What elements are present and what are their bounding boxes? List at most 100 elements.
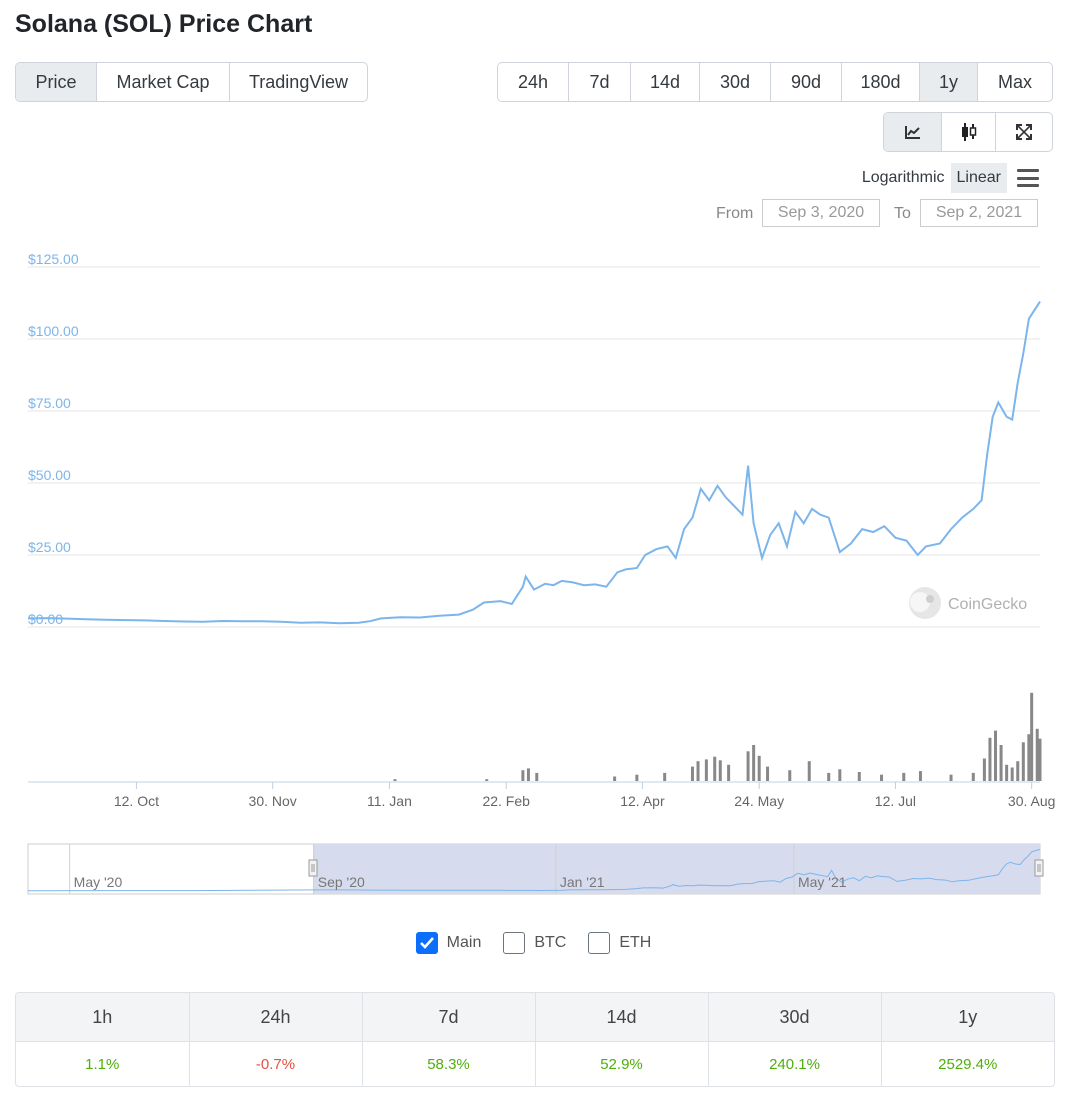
tab-price[interactable]: Price bbox=[16, 63, 97, 101]
x-tick-label: 22. Feb bbox=[482, 793, 530, 809]
change-30d: 240.1% bbox=[708, 1041, 882, 1086]
compare-toggles: Main BTC ETH bbox=[0, 932, 1067, 954]
line-chart-icon bbox=[904, 126, 920, 139]
volume-bar bbox=[766, 766, 770, 781]
price-change-table: 1h 24h 7d 14d 30d 1y 1.1% -0.7% 58.3% 52… bbox=[15, 992, 1055, 1087]
navigator-label: Jan '21 bbox=[560, 874, 605, 890]
volume-bar bbox=[982, 758, 986, 781]
view-tabs: Price Market Cap TradingView bbox=[15, 62, 368, 102]
scale-selector: Logarithmic Linear bbox=[856, 163, 1039, 193]
checkmark-icon bbox=[419, 937, 434, 949]
volume-bar bbox=[526, 768, 530, 781]
chart-type-tools bbox=[883, 112, 1053, 152]
volume-bar bbox=[727, 764, 731, 781]
volume-bar bbox=[746, 751, 750, 781]
y-tick-label: $25.00 bbox=[28, 539, 71, 555]
volume-bar bbox=[999, 745, 1003, 781]
to-date-input[interactable]: Sep 2, 2021 bbox=[920, 199, 1038, 227]
compare-eth[interactable]: ETH bbox=[588, 932, 651, 954]
volume-bars bbox=[393, 692, 1042, 781]
btc-checkbox[interactable] bbox=[503, 932, 526, 954]
volume-bar bbox=[838, 769, 842, 781]
y-tick-label: $100.00 bbox=[28, 323, 79, 339]
navigator-selection bbox=[313, 844, 1040, 894]
volume-bar bbox=[902, 772, 906, 781]
header-14d: 14d bbox=[535, 993, 709, 1042]
header-30d: 30d bbox=[708, 993, 882, 1042]
candlestick-button[interactable] bbox=[942, 113, 996, 151]
volume-bar bbox=[1005, 764, 1009, 781]
volume-bar bbox=[788, 770, 792, 781]
range-1y-button[interactable]: 1y bbox=[920, 63, 978, 101]
from-label: From bbox=[716, 205, 754, 222]
volume-bar bbox=[521, 770, 525, 781]
volume-bar bbox=[757, 755, 761, 781]
y-tick-label: $125.00 bbox=[28, 251, 79, 267]
candlestick-icon bbox=[961, 123, 976, 141]
volume-bar bbox=[663, 772, 667, 781]
range-24h-button[interactable]: 24h bbox=[498, 63, 569, 101]
volume-bar bbox=[1030, 692, 1034, 781]
y-tick-label: $75.00 bbox=[28, 395, 71, 411]
main-label: Main bbox=[446, 934, 482, 951]
line-chart-button[interactable] bbox=[884, 113, 942, 151]
navigator[interactable]: May '20 Sep '20 Jan '21 May '21 bbox=[27, 843, 1044, 895]
volume-bar bbox=[807, 761, 811, 781]
volume-bar bbox=[696, 761, 700, 781]
change-1y: 2529.4% bbox=[938, 1055, 998, 1073]
btc-label: BTC bbox=[534, 934, 567, 951]
y-tick-label: $50.00 bbox=[28, 467, 71, 483]
price-line bbox=[27, 301, 1041, 625]
navigator-label: May '21 bbox=[798, 874, 847, 890]
eth-checkbox[interactable] bbox=[588, 932, 611, 954]
range-7d-button[interactable]: 7d bbox=[569, 63, 631, 101]
compare-main[interactable]: Main bbox=[415, 932, 482, 954]
change-14d: 52.9% bbox=[535, 1041, 709, 1086]
volume-bar bbox=[880, 774, 884, 781]
hamburger-menu-icon[interactable] bbox=[1017, 169, 1039, 187]
navigator-left-handle[interactable] bbox=[308, 859, 318, 877]
time-range-tabs: 24h 7d 14d 30d 90d 180d 1y Max bbox=[497, 62, 1053, 102]
coingecko-watermark: CoinGecko bbox=[909, 587, 1027, 619]
fullscreen-icon bbox=[1016, 124, 1032, 140]
linear-option[interactable]: Linear bbox=[950, 163, 1007, 193]
volume-bar bbox=[1035, 728, 1039, 781]
x-tick-label: 24. May bbox=[734, 793, 784, 809]
range-14d-button[interactable]: 14d bbox=[631, 63, 700, 101]
navigator-label: May '20 bbox=[74, 874, 123, 890]
watermark-text: CoinGecko bbox=[948, 596, 1027, 613]
price-chart[interactable]: $0.00$25.00$50.00$75.00$100.00$125.00 Co… bbox=[0, 240, 1067, 900]
volume-bar bbox=[1010, 767, 1014, 781]
volume-bar bbox=[918, 771, 922, 781]
chart-grid bbox=[28, 266, 1040, 628]
change-1h: 1.1% bbox=[16, 1041, 190, 1086]
logarithmic-option[interactable]: Logarithmic bbox=[861, 169, 945, 186]
volume-bar bbox=[704, 759, 708, 781]
volume-bar bbox=[857, 772, 861, 781]
range-180d-button[interactable]: 180d bbox=[842, 63, 920, 101]
header-24h: 24h bbox=[189, 993, 363, 1042]
tab-market-cap[interactable]: Market Cap bbox=[97, 63, 230, 101]
volume-bar bbox=[635, 774, 639, 781]
tab-tradingview[interactable]: TradingView bbox=[248, 71, 349, 92]
compare-btc[interactable]: BTC bbox=[503, 932, 566, 954]
range-max-button[interactable]: Max bbox=[997, 71, 1032, 92]
range-90d-button[interactable]: 90d bbox=[771, 63, 842, 101]
volume-bar bbox=[994, 730, 998, 781]
x-tick-label: 30. Nov bbox=[249, 793, 297, 809]
volume-bar bbox=[1027, 734, 1031, 781]
y-axis-labels: $0.00$25.00$50.00$75.00$100.00$125.00 bbox=[28, 251, 79, 627]
from-date-input[interactable]: Sep 3, 2020 bbox=[762, 199, 880, 227]
navigator-right-handle[interactable] bbox=[1034, 859, 1044, 877]
fullscreen-button[interactable] bbox=[996, 113, 1052, 151]
x-tick-label: 12. Jul bbox=[875, 793, 916, 809]
x-tick-label: 12. Apr bbox=[620, 793, 665, 809]
header-7d: 7d bbox=[362, 993, 536, 1042]
change-7d: 58.3% bbox=[362, 1041, 536, 1086]
navigator-line bbox=[27, 848, 1041, 892]
main-checkbox[interactable] bbox=[415, 932, 438, 954]
volume-bar bbox=[1016, 761, 1020, 781]
volume-bar bbox=[713, 756, 717, 781]
volume-bar bbox=[827, 772, 831, 781]
range-30d-button[interactable]: 30d bbox=[700, 63, 771, 101]
